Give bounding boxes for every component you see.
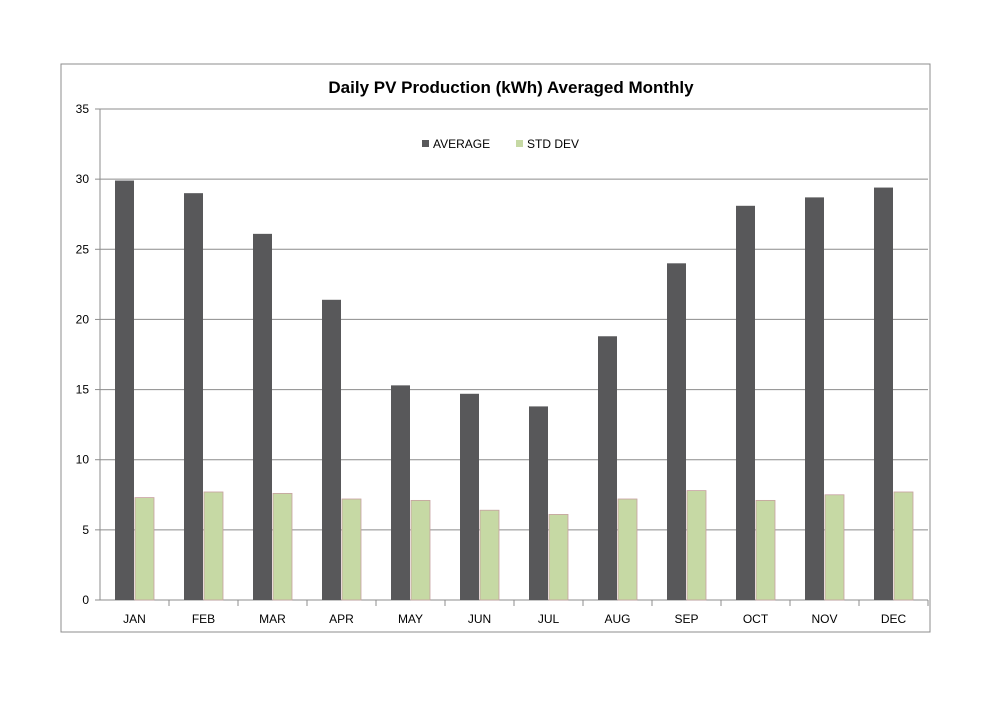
chart-title: Daily PV Production (kWh) Averaged Month… [328, 78, 694, 97]
y-tick-label: 10 [76, 453, 90, 467]
bar-std-dev-mar [272, 492, 293, 601]
bar-std-dev-sep [686, 490, 707, 601]
y-tick-label: 30 [76, 172, 90, 186]
y-tick-label: 5 [82, 523, 89, 537]
x-tick-label: DEC [881, 612, 907, 626]
legend-swatch-std-dev [516, 140, 523, 147]
bars [115, 180, 914, 601]
bar-std-dev-jan [134, 497, 155, 601]
y-tick-label: 0 [82, 593, 89, 607]
bar-std-dev-jul [548, 514, 569, 601]
legend-label-std-dev: STD DEV [527, 137, 579, 151]
x-tick-label: MAY [398, 612, 423, 626]
bar-average-dec [874, 187, 893, 600]
x-tick-label: FEB [192, 612, 215, 626]
bar-average-jun [460, 393, 479, 600]
y-tick-label: 25 [76, 242, 90, 256]
y-tick-label: 15 [76, 383, 90, 397]
bar-std-dev-aug [617, 498, 638, 601]
y-tick-label: 20 [76, 312, 90, 326]
bar-average-sep [667, 263, 686, 600]
bar-average-aug [598, 336, 617, 600]
bar-average-may [391, 385, 410, 600]
bar-std-dev-dec [893, 491, 914, 601]
axes: 0 5 10 15 20 25 30 35 JAN FEB MAR APR MAY JUN JUL AUG SE… [76, 102, 929, 626]
x-tick-label: NOV [811, 612, 837, 626]
bar-std-dev-may [410, 499, 431, 601]
legend-label-average: AVERAGE [433, 137, 490, 151]
legend-swatch-average [422, 140, 429, 147]
y-tick-label: 35 [76, 102, 90, 116]
bar-average-jan [115, 180, 134, 600]
legend: AVERAGE STD DEV [422, 137, 579, 151]
x-tick-label: JUL [538, 612, 560, 626]
bar-std-dev-oct [755, 499, 776, 601]
x-tick-label: AUG [604, 612, 630, 626]
bar-average-nov [805, 197, 824, 600]
bar-average-jul [529, 406, 548, 600]
bar-std-dev-feb [203, 491, 224, 601]
bar-std-dev-jun [479, 509, 500, 601]
x-tick-label: JAN [123, 612, 146, 626]
x-tick-label: OCT [743, 612, 769, 626]
x-tick-label: APR [329, 612, 354, 626]
x-tick-label: SEP [674, 612, 698, 626]
bar-average-apr [322, 299, 341, 600]
bar-std-dev-nov [824, 494, 845, 601]
bar-std-dev-apr [341, 498, 362, 601]
x-tick-label: MAR [259, 612, 286, 626]
bar-average-mar [253, 233, 272, 600]
x-tick-label: JUN [468, 612, 491, 626]
bar-average-oct [736, 205, 755, 600]
bar-average-feb [184, 193, 203, 600]
gridlines [100, 108, 928, 531]
